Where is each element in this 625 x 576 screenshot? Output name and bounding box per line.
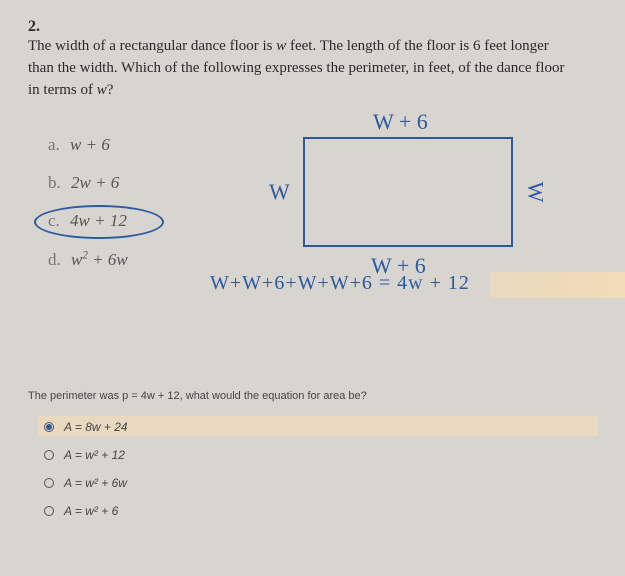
question-text: The width of a rectangular dance floor i… [28,36,568,101]
choice-a-expr: w + 6 [70,135,110,154]
followup-option-4-text: A = w² + 6 [64,504,118,518]
choice-d-pre: w [71,250,82,269]
hand-label-left: W [269,179,290,205]
choice-d-post: + 6w [88,250,128,269]
radio-icon [44,422,54,432]
question-var-w2: w [97,82,107,98]
question-var-w1: w [276,38,286,54]
choice-c-label: c. [48,211,60,230]
radio-icon [44,450,54,460]
choice-c[interactable]: c. 4w + 12 [48,211,128,231]
choice-d-label: d. [48,250,61,269]
hand-equation: W+W+6+W+W+6 = 4w + 12 [210,272,470,295]
choice-d-expr: w2 + 6w [71,250,128,269]
choice-a-label: a. [48,135,60,154]
diagram-rectangle: W + 6 W W W + 6 [303,137,513,247]
radio-icon [44,506,54,516]
choice-a[interactable]: a. w + 6 [48,135,128,155]
question-block: 2. The width of a rectangular dance floo… [28,18,597,101]
choice-c-expr: 4w + 12 [70,211,127,230]
choice-b-label: b. [48,173,61,192]
choice-d[interactable]: d. w2 + 6w [48,249,128,270]
hand-label-right: W [522,182,548,203]
answer-choices: a. w + 6 b. 2w + 6 c. 4w + 12 d. w2 + 6w [48,135,128,288]
followup-prompt: The perimeter was p = 4w + 12, what woul… [28,390,367,402]
followup-option-2-text: A = w² + 12 [64,448,125,462]
followup-option-4[interactable]: A = w² + 6 [44,504,128,518]
content-row: a. w + 6 b. 2w + 6 c. 4w + 12 d. w2 + 6w… [28,115,597,335]
question-number: 2. [28,18,56,36]
choice-b-expr: 2w + 6 [71,173,119,192]
question-part-4: ? [107,82,114,98]
question-part-0: The width of a rectangular dance floor i… [28,38,276,54]
hand-label-top: W + 6 [373,109,428,135]
followup-option-3-text: A = w² + 6w [64,476,127,490]
followup-options: A = 8w + 24 A = w² + 12 A = w² + 6w A = … [44,420,128,532]
radio-icon [44,478,54,488]
followup-option-3[interactable]: A = w² + 6w [44,476,128,490]
rectangle-shape [303,137,513,247]
followup-option-2[interactable]: A = w² + 12 [44,448,128,462]
highlight-strip-icon [490,272,625,298]
choice-b[interactable]: b. 2w + 6 [48,173,128,193]
followup-option-1[interactable]: A = 8w + 24 [44,420,128,434]
followup-option-1-text: A = 8w + 24 [64,420,128,434]
